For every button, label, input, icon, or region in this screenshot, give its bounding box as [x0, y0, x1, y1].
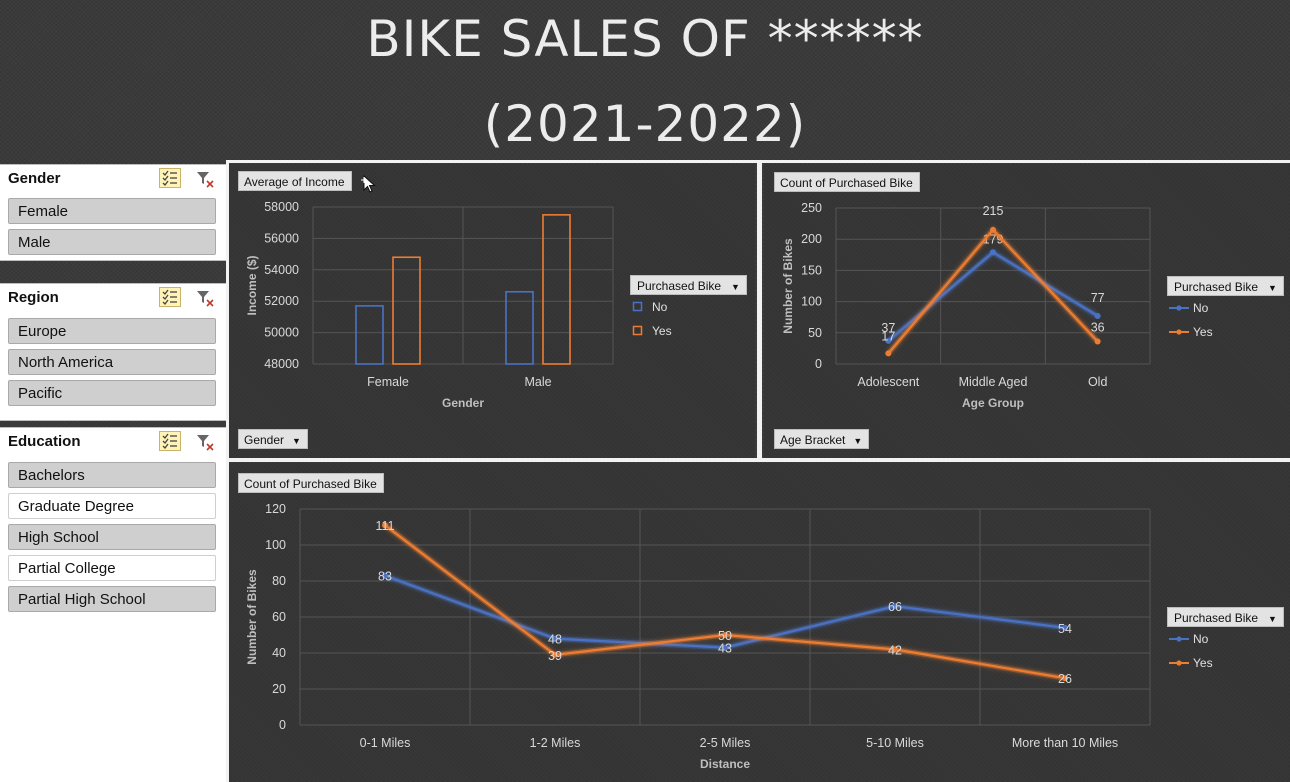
- chart-panel-income: [229, 164, 755, 458]
- legend-item-yes: Yes: [630, 319, 747, 343]
- slicer-item-north-america[interactable]: North America: [8, 349, 216, 375]
- value-field-label: Count of Purchased Bike: [780, 176, 913, 190]
- multi-select-icon[interactable]: [159, 287, 181, 307]
- axis-field-button[interactable]: Age Bracket ▼: [774, 429, 870, 449]
- legend-swatch-icon: [632, 301, 643, 312]
- slicer-item-partial-high-school[interactable]: Partial High School: [8, 586, 216, 612]
- slicer-item-male[interactable]: Male: [8, 229, 216, 255]
- dropdown-arrow-icon: ▼: [853, 435, 863, 446]
- slicer-title: Region: [8, 289, 59, 306]
- dropdown-arrow-icon: ▼: [292, 435, 301, 446]
- legend-title: Purchased Bike: [1174, 280, 1259, 294]
- legend-label: Yes: [1193, 656, 1213, 670]
- slicer-item-high-school[interactable]: High School: [8, 524, 216, 550]
- legend-label: No: [1193, 301, 1209, 315]
- legend-label: No: [1193, 632, 1209, 646]
- axis-field-button[interactable]: Gender ▼: [238, 429, 308, 449]
- value-field-label: Average of Income: [244, 175, 345, 189]
- multi-select-icon[interactable]: [159, 168, 181, 188]
- panel-divider: [228, 458, 1290, 462]
- panel-divider: [228, 160, 1290, 163]
- legend-label: Yes: [652, 324, 672, 338]
- legend-label: Yes: [1193, 325, 1213, 339]
- slicer-header: Region: [0, 284, 226, 312]
- legend-filter-button[interactable]: Purchased Bike ▼: [630, 275, 747, 295]
- legend: Purchased Bike ▼ No Yes: [630, 275, 747, 343]
- legend-line-icon: [1169, 660, 1189, 666]
- legend-line-icon: [1169, 305, 1189, 311]
- slicer-header: Education: [0, 428, 226, 456]
- legend-label: No: [652, 300, 668, 314]
- slicer-item-europe[interactable]: Europe: [8, 318, 216, 344]
- multi-select-icon[interactable]: [159, 431, 181, 451]
- legend-title: Purchased Bike: [637, 279, 722, 293]
- legend: Purchased Bike ▼ No Yes: [1167, 607, 1284, 675]
- slicer-item-bachelors[interactable]: Bachelors: [8, 462, 216, 488]
- mouse-cursor-icon: [361, 174, 376, 193]
- panel-divider: [757, 163, 762, 461]
- chart-panel-distance: [229, 463, 1290, 782]
- panel-divider: [226, 160, 229, 782]
- legend: Purchased Bike ▼ No Yes: [1167, 276, 1284, 344]
- chart-panel-age: [764, 164, 1290, 458]
- axis-field-label: Age Bracket: [780, 433, 846, 447]
- dashboard-title: BIKE SALES OF ******: [366, 10, 924, 68]
- dropdown-arrow-icon: ▼: [731, 282, 740, 292]
- slicer-header: Gender: [0, 165, 226, 193]
- dropdown-arrow-icon: ▼: [1268, 283, 1277, 293]
- value-field-button[interactable]: Count of Purchased Bike: [774, 172, 920, 192]
- slicer-gender: Gender Female Male: [0, 164, 226, 261]
- legend-item-no: No: [630, 295, 747, 319]
- slicer-education: Education Bachelors Graduate Degree High…: [0, 427, 226, 782]
- legend-item-no: No: [1167, 296, 1284, 320]
- legend-line-icon: [1169, 636, 1189, 642]
- dropdown-arrow-icon: ▼: [1268, 614, 1277, 624]
- legend-item-no: No: [1167, 627, 1284, 651]
- slicer-item-pacific[interactable]: Pacific: [8, 380, 216, 406]
- clear-filter-icon[interactable]: [195, 288, 215, 308]
- legend-filter-button[interactable]: Purchased Bike ▼: [1167, 276, 1284, 296]
- legend-item-yes: Yes: [1167, 651, 1284, 675]
- slicer-title: Education: [8, 433, 81, 450]
- axis-field-label: Gender: [244, 433, 285, 447]
- legend-title: Purchased Bike: [1174, 611, 1259, 625]
- legend-filter-button[interactable]: Purchased Bike ▼: [1167, 607, 1284, 627]
- clear-filter-icon[interactable]: [195, 169, 215, 189]
- slicer-item-graduate-degree[interactable]: Graduate Degree: [8, 493, 216, 519]
- legend-swatch-icon: [632, 325, 643, 336]
- value-field-button[interactable]: Average of Income: [238, 171, 352, 191]
- value-field-label: Count of Purchased Bike: [244, 477, 377, 491]
- slicer-region: Region Europe North America Pacific: [0, 283, 226, 421]
- legend-line-icon: [1169, 329, 1189, 335]
- slicer-item-partial-college[interactable]: Partial College: [8, 555, 216, 581]
- dashboard-subtitle: (2021-2022): [483, 95, 807, 153]
- value-field-button[interactable]: Count of Purchased Bike: [238, 473, 384, 493]
- clear-filter-icon[interactable]: [195, 432, 215, 452]
- slicer-item-female[interactable]: Female: [8, 198, 216, 224]
- slicer-title: Gender: [8, 170, 61, 187]
- legend-item-yes: Yes: [1167, 320, 1284, 344]
